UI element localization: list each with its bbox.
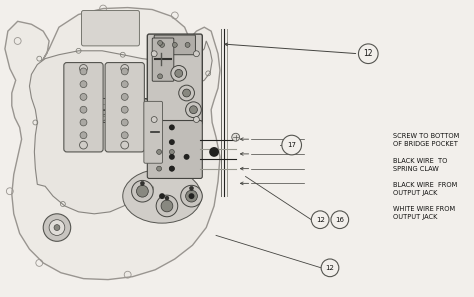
Circle shape [186, 102, 201, 118]
Circle shape [80, 81, 87, 88]
Circle shape [186, 190, 197, 202]
Circle shape [209, 147, 219, 157]
Circle shape [156, 166, 162, 171]
Circle shape [183, 154, 190, 160]
Circle shape [193, 117, 200, 122]
Circle shape [159, 193, 165, 199]
Circle shape [169, 154, 175, 160]
Text: BLACK WIRE  FROM
OUTPUT JACK: BLACK WIRE FROM OUTPUT JACK [393, 182, 457, 196]
Circle shape [171, 66, 187, 81]
Circle shape [181, 185, 202, 207]
Circle shape [156, 195, 178, 217]
Circle shape [80, 119, 87, 126]
Polygon shape [5, 7, 220, 279]
Circle shape [156, 149, 162, 154]
Circle shape [358, 44, 378, 64]
Text: 12: 12 [364, 49, 373, 58]
Text: 17: 17 [287, 142, 296, 148]
Circle shape [282, 135, 301, 155]
Text: 16: 16 [335, 217, 344, 223]
Text: 12: 12 [326, 265, 335, 271]
Circle shape [190, 106, 197, 114]
Circle shape [169, 166, 175, 172]
Circle shape [140, 181, 145, 185]
Text: WHITE WIRE FROM
OUTPUT JACK: WHITE WIRE FROM OUTPUT JACK [393, 206, 456, 220]
Circle shape [189, 193, 194, 199]
Circle shape [173, 42, 177, 47]
Circle shape [151, 51, 157, 57]
Circle shape [158, 74, 163, 79]
Circle shape [49, 220, 65, 236]
Ellipse shape [123, 169, 201, 223]
Text: SCREW TO BOTTOM
OF BRIDGE POCKET: SCREW TO BOTTOM OF BRIDGE POCKET [393, 133, 460, 147]
Circle shape [121, 119, 128, 126]
Circle shape [175, 69, 182, 77]
Circle shape [121, 94, 128, 100]
Circle shape [169, 124, 175, 130]
Circle shape [80, 132, 87, 139]
Circle shape [185, 42, 190, 47]
Text: 12: 12 [316, 217, 325, 223]
Circle shape [132, 180, 153, 202]
FancyBboxPatch shape [147, 34, 202, 124]
Circle shape [160, 42, 164, 47]
Circle shape [80, 94, 87, 100]
Circle shape [121, 106, 128, 113]
Circle shape [193, 51, 200, 57]
FancyBboxPatch shape [144, 101, 163, 163]
Circle shape [54, 225, 60, 230]
Circle shape [179, 85, 194, 101]
FancyBboxPatch shape [105, 63, 145, 152]
Circle shape [121, 64, 128, 72]
FancyBboxPatch shape [152, 38, 174, 81]
Circle shape [80, 68, 87, 75]
Circle shape [80, 106, 87, 113]
Circle shape [161, 200, 173, 212]
Circle shape [158, 40, 163, 45]
Circle shape [151, 117, 157, 122]
Text: BLACK WIRE  TO
SPRING CLAW: BLACK WIRE TO SPRING CLAW [393, 157, 448, 172]
Circle shape [169, 149, 174, 154]
Circle shape [121, 81, 128, 88]
Circle shape [43, 214, 71, 241]
Circle shape [190, 186, 193, 190]
Circle shape [331, 211, 349, 228]
Polygon shape [29, 41, 212, 214]
Circle shape [80, 141, 87, 149]
FancyBboxPatch shape [147, 121, 202, 178]
Circle shape [80, 64, 87, 72]
Circle shape [121, 141, 128, 149]
Circle shape [121, 68, 128, 75]
Circle shape [169, 166, 174, 171]
Circle shape [121, 132, 128, 139]
FancyBboxPatch shape [64, 63, 103, 152]
Circle shape [182, 89, 191, 97]
Circle shape [321, 259, 339, 277]
FancyBboxPatch shape [154, 35, 195, 55]
Circle shape [311, 211, 329, 228]
Circle shape [232, 133, 240, 141]
Circle shape [169, 139, 175, 145]
FancyBboxPatch shape [82, 10, 139, 46]
Circle shape [165, 196, 169, 200]
Circle shape [137, 185, 148, 197]
